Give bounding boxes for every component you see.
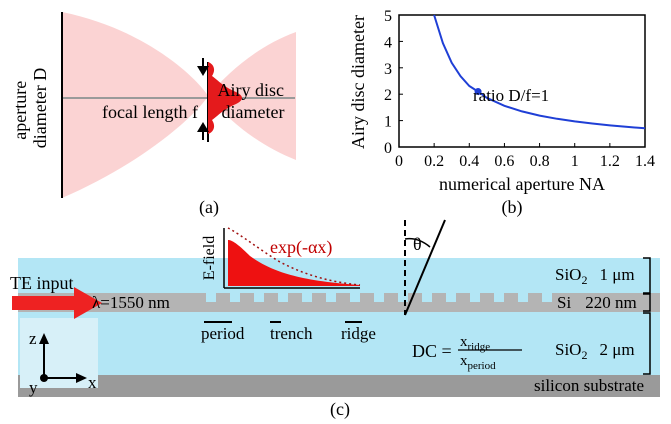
axes-inset-background: [20, 318, 98, 388]
x-tick-label: 1: [571, 153, 579, 170]
trench-label: trench: [270, 324, 313, 343]
sio2-bottom-label: SiO2 2 μm: [555, 340, 635, 362]
sio2-top-layer: [18, 258, 660, 293]
z-label: z: [29, 329, 37, 348]
y-label: y: [29, 378, 38, 397]
thickness-bracket-bottom: [643, 312, 651, 375]
grating-trench: [350, 293, 360, 302]
y-axis-dot: [40, 374, 48, 382]
y-tick-label: 3: [384, 61, 392, 78]
grating-trench: [374, 293, 384, 302]
caption-a: (a): [199, 197, 219, 218]
grating-trench: [470, 293, 480, 302]
period-label: period: [201, 324, 245, 343]
exp-label: exp(-αx): [270, 237, 332, 258]
y-tick-label: 2: [384, 87, 392, 104]
grating-trench: [278, 293, 288, 302]
grating-trench: [422, 293, 432, 302]
substrate-label: silicon substrate: [534, 376, 644, 395]
beam-expanding: [208, 32, 296, 160]
z-arrowhead: [39, 333, 49, 344]
x-label: x: [88, 373, 97, 392]
panel-a: aperture diameter D focal length f Airy …: [10, 12, 296, 218]
y-axis-label: Airy disc diameter: [348, 15, 368, 149]
grating-trench: [326, 293, 336, 302]
emission-line: [404, 219, 446, 316]
y-tick-label: 0: [384, 140, 392, 157]
y-tick-label: 5: [384, 8, 392, 25]
x-axis-label: numerical aperture NA: [439, 174, 605, 194]
efield-decay-fill: [228, 240, 360, 286]
x-tick-label: 0.2: [424, 153, 444, 170]
theta-arc: [404, 237, 431, 248]
ratio-marker: [474, 88, 482, 96]
plot-frame: [398, 14, 646, 148]
x-tick-label: 1.2: [600, 153, 620, 170]
dc-prefix: DC =: [412, 341, 452, 361]
dc-denominator: xperiod: [460, 353, 496, 372]
te-input-label: TE input: [10, 273, 74, 293]
grating-trench: [494, 293, 504, 302]
substrate-layer: [18, 375, 660, 397]
grating-trench: [302, 293, 312, 302]
thickness-bracket-top: [643, 257, 651, 294]
beam-cone: [62, 12, 208, 198]
aperture-label: aperture diameter D: [10, 68, 50, 148]
sio2-bottom-layer: [18, 312, 660, 375]
te-input-arrow-shaft: [12, 296, 74, 310]
x-tick-label: 1.4: [635, 153, 655, 170]
airy-arrowhead-top: [197, 66, 209, 76]
y-tick-label: 4: [384, 34, 392, 51]
ratio-annotation: ratio D/f=1: [473, 86, 549, 105]
y-tick-label: 1: [384, 114, 392, 131]
wavelength-label: λ=1550 nm: [92, 293, 170, 312]
x-arrowhead: [76, 373, 87, 383]
ridge-label: ridge: [341, 324, 376, 343]
si-label: Si 220 nm: [557, 293, 637, 312]
airy-profile: [208, 62, 242, 134]
grating-trench: [254, 293, 264, 302]
efield-label: E-field: [201, 236, 218, 280]
airy-disc-label: Airy disc diameter: [218, 80, 289, 122]
grating-trench: [230, 293, 240, 302]
grating-trenches: [206, 293, 552, 302]
sio2-top-label: SiO2 1 μm: [555, 265, 635, 287]
te-input-arrowhead: [74, 287, 102, 319]
caption-c: (c): [330, 399, 350, 420]
x-tick-label: 0.8: [530, 153, 550, 170]
x-tick-label: 0: [395, 153, 403, 170]
grating-trench: [446, 293, 456, 302]
x-tick-label: 0.4: [459, 153, 479, 170]
grating-trench: [398, 293, 408, 302]
grating-trench: [542, 293, 552, 302]
grating-trench: [206, 293, 216, 302]
x-tick-label: 0.6: [494, 153, 514, 170]
panel-b: 0 0.2 0.4 0.6 0.8 1 1.2 1.4 0 1 2 3 4 5 ratio D/f=1 n…: [348, 8, 655, 218]
airy-arrowhead-bottom: [197, 122, 209, 132]
grating-trench: [518, 293, 528, 302]
theta-label: θ: [413, 234, 422, 254]
caption-b: (b): [502, 197, 523, 218]
series-line: [433, 14, 646, 130]
thickness-bracket-si: [643, 293, 651, 312]
panel-c: TE input λ=1550 nm E-field exp(-αx) peri…: [10, 219, 660, 420]
focal-length-label: focal length f: [102, 102, 198, 122]
